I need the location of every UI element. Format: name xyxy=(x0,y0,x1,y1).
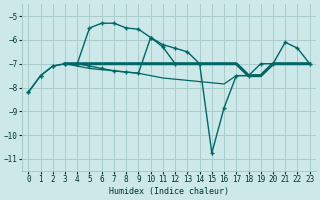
X-axis label: Humidex (Indice chaleur): Humidex (Indice chaleur) xyxy=(109,187,229,196)
